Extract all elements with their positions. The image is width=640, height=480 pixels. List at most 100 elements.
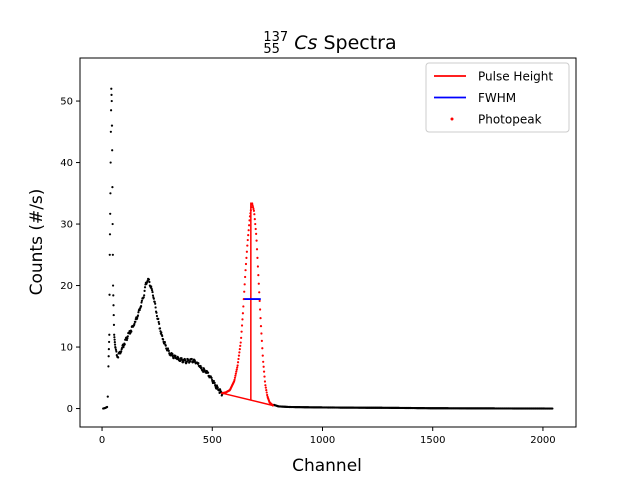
spectrum-point: [158, 327, 162, 330]
spectrum-point: [140, 299, 144, 302]
spectrum-point: [111, 284, 115, 287]
spectrum-point: [151, 290, 154, 294]
spectrum-point: [142, 296, 145, 299]
spectrum-point: [219, 389, 222, 392]
photopeak-point: [252, 209, 256, 212]
photopeak-point: [265, 389, 268, 392]
spectrum-point: [180, 357, 183, 360]
spectrum-point: [112, 323, 116, 327]
spectrum-point: [123, 343, 126, 346]
photopeak-point: [260, 332, 263, 335]
spectrum-series: [102, 87, 554, 410]
photopeak-point: [251, 204, 254, 207]
photopeak-point: [237, 354, 241, 357]
spectrum-point: [167, 349, 170, 352]
photopeak-point: [243, 283, 246, 286]
spectrum-point: [113, 338, 116, 341]
spectrum-point: [126, 337, 129, 340]
photopeak-point: [262, 365, 265, 368]
photopeak-point: [254, 222, 257, 226]
spectrum-point: [110, 87, 113, 90]
spectrum-point: [154, 302, 157, 305]
spectrum-point: [153, 300, 156, 304]
spectrum-point: [143, 286, 147, 289]
spectrum-point: [157, 317, 160, 320]
spectrum-point: [137, 311, 140, 314]
photopeak-point: [243, 290, 246, 293]
photopeak-point: [244, 269, 247, 272]
photopeak-point: [253, 213, 256, 216]
spectrum-point: [154, 306, 157, 309]
spectrum-point: [214, 383, 217, 387]
spectrum-point: [112, 294, 115, 297]
photopeak-point: [256, 256, 259, 259]
x-tick-label: 1500: [420, 435, 445, 446]
spectrum-point: [113, 336, 116, 339]
spectrum-point: [115, 350, 118, 353]
photopeak-point: [257, 282, 260, 285]
spectrum-point: [108, 340, 111, 344]
photopeak-point: [244, 262, 248, 266]
photopeak-point: [254, 227, 257, 231]
spectrum-point: [109, 109, 113, 112]
spectrum-point: [120, 350, 123, 353]
photopeak-point: [240, 324, 244, 327]
photopeak-point: [240, 330, 243, 333]
spectrum-point: [117, 356, 120, 359]
axes: 0 500 1000 1500 2000 0 10 20 30 40 50: [60, 57, 577, 446]
spectrum-point: [126, 335, 129, 338]
legend-box: [425, 62, 570, 133]
spectrum-point: [106, 405, 109, 409]
spectrum-point: [113, 343, 117, 346]
photopeak-point: [237, 357, 240, 361]
legend-label-2: Photopeak: [478, 113, 542, 127]
photopeak-point: [247, 229, 250, 232]
spectrum-point: [190, 357, 193, 361]
photopeak-point: [253, 218, 256, 221]
spectrum-point: [150, 285, 153, 288]
y-tick-label: 20: [60, 281, 73, 292]
spectrum-point: [110, 124, 114, 127]
photopeak-point: [245, 250, 248, 253]
photopeak-point: [262, 370, 266, 373]
spectrum-point: [112, 304, 115, 307]
spectrum-point: [155, 314, 159, 318]
spectrum-point: [108, 333, 111, 336]
photopeak-point: [238, 351, 241, 354]
photopeak-point: [262, 360, 265, 363]
photopeak-point: [255, 248, 259, 251]
spectrum-point: [143, 289, 146, 292]
spectrum-point: [136, 314, 140, 317]
y-tick-label: 0: [67, 404, 73, 415]
spectrum-point: [110, 99, 113, 103]
y-axis-title: Counts (#/s): [27, 189, 47, 296]
photopeak-point: [236, 361, 240, 364]
spectrum-point: [200, 366, 203, 369]
title-text: Spectra: [323, 32, 396, 54]
spectrum-point: [125, 338, 129, 342]
photopeak-point: [261, 347, 264, 350]
photopeak-point: [265, 391, 268, 394]
spectrum-point: [202, 370, 205, 373]
spectrum-point: [111, 149, 114, 152]
spectrum-point: [162, 338, 165, 341]
spectrum-point: [197, 362, 200, 365]
spectrum-point: [110, 93, 113, 96]
spectrum-point: [206, 371, 210, 374]
spectrum-point: [172, 357, 175, 360]
photopeak-point: [244, 275, 247, 279]
spectrum-point: [134, 320, 137, 323]
title-atomic-number: 55: [263, 42, 280, 57]
spectrum-point: [108, 233, 112, 236]
photopeak-point: [255, 239, 258, 242]
photopeak-point: [264, 384, 267, 387]
photopeak-point: [236, 366, 239, 369]
photopeak-point: [240, 336, 243, 339]
legend: Pulse Height FWHM Photopeak: [425, 62, 570, 133]
photopeak-point: [257, 274, 260, 277]
photopeak-point: [239, 341, 242, 344]
spectrum-point: [107, 355, 110, 358]
photopeak-point: [259, 325, 263, 328]
photopeak-point: [258, 291, 261, 294]
spectrum-point: [210, 376, 213, 380]
